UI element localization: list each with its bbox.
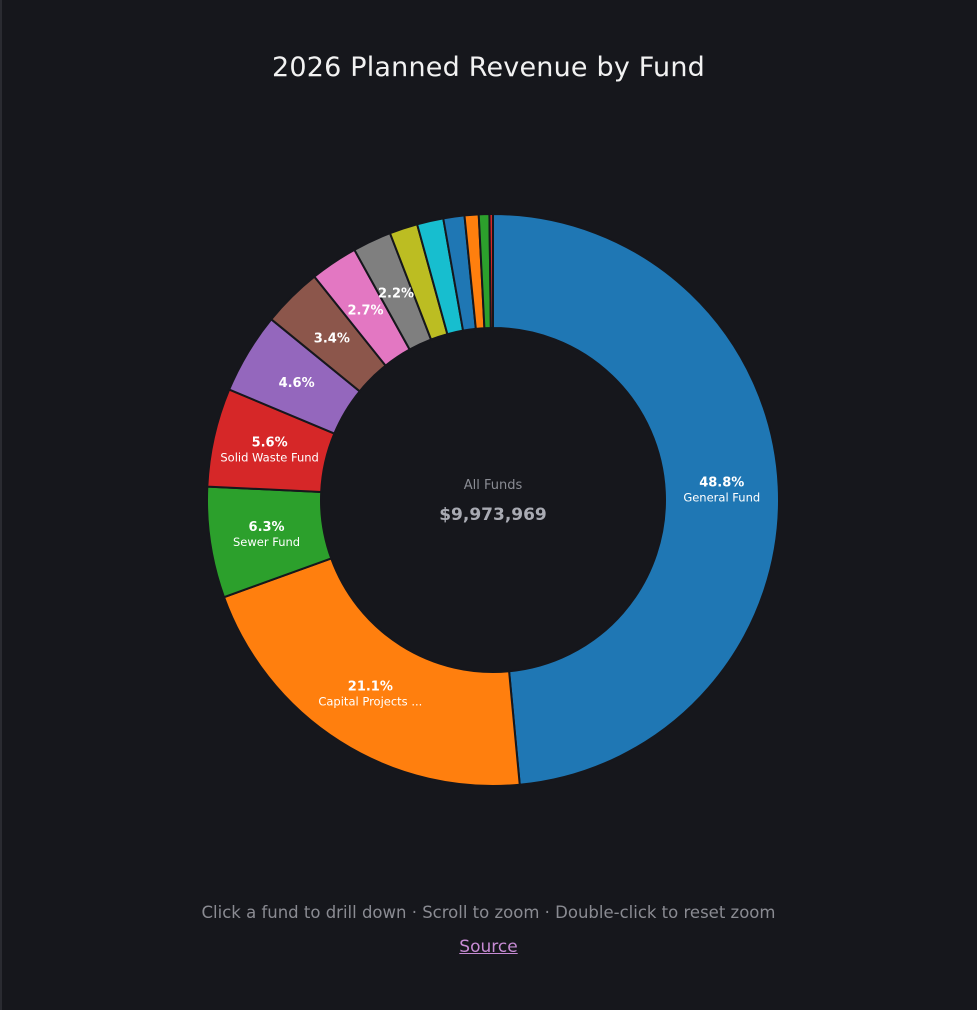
slice-name-label-1: Capital Projects ... — [318, 694, 422, 708]
slice-percent-label-1: 21.1% — [348, 679, 393, 694]
source-link[interactable]: Source — [459, 937, 518, 957]
donut-labels: 48.8%General Fund 21.1%Capital Projects .… — [220, 287, 760, 709]
slice-percent-label-6: 2.7% — [348, 304, 384, 319]
slice-percent-label-2: 6.3% — [249, 520, 285, 535]
slice-percent-label-0: 48.8% — [699, 475, 744, 490]
interaction-hint: Click a fund to drill down · Scroll to z… — [201, 903, 776, 922]
slice-13[interactable] — [488, 212, 494, 330]
slice-percent-label-5: 3.4% — [314, 331, 350, 346]
slice-name-label-2: Sewer Fund — [233, 535, 300, 549]
window-edge — [0, 0, 2, 1010]
center-value: $9,973,969 — [439, 505, 547, 525]
slice-percent-label-3: 5.6% — [252, 436, 288, 451]
slice-0[interactable] — [492, 212, 781, 786]
source-link-container: Source — [0, 937, 977, 957]
center-label: All Funds — [464, 478, 523, 493]
donut-slices[interactable] — [206, 212, 781, 787]
slice-name-label-0: General Fund — [683, 490, 760, 504]
slice-percent-label-7: 2.2% — [378, 287, 414, 302]
slice-percent-label-4: 4.6% — [279, 376, 315, 391]
slice-name-label-3: Solid Waste Fund — [220, 451, 318, 465]
slice-1[interactable] — [222, 557, 521, 787]
page-title: 2026 Planned Revenue by Fund — [271, 52, 706, 83]
